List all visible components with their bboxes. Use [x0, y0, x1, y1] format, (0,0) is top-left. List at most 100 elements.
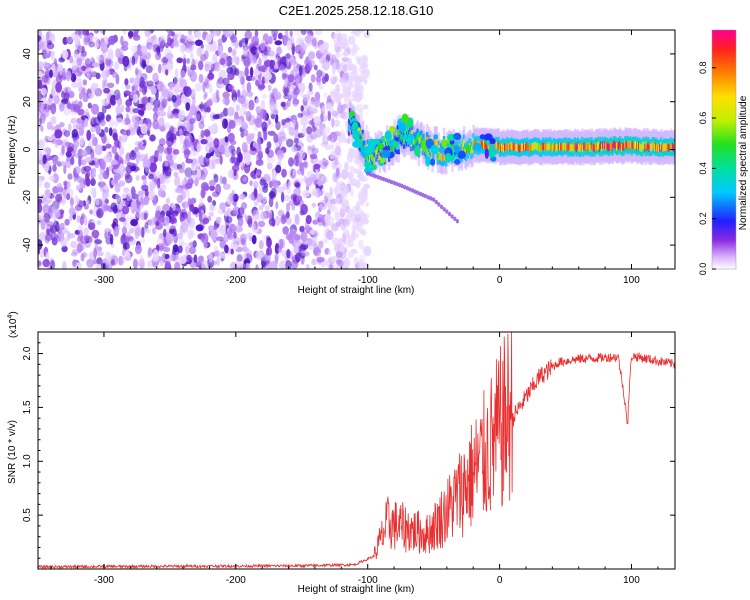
noise-blob [159, 40, 164, 53]
noise-blob [218, 51, 224, 58]
noise-blob [257, 84, 266, 90]
signal-blob [382, 149, 391, 158]
noise-blob [302, 192, 308, 199]
noise-blob [164, 260, 171, 269]
noise-blob [253, 213, 261, 222]
noise-blob [73, 166, 81, 175]
noise-blob [38, 61, 44, 72]
noise-blob [125, 252, 131, 258]
noise-blob [63, 164, 67, 175]
noise-blob [55, 74, 63, 84]
noise-blob [329, 186, 333, 196]
noise-blob [240, 76, 245, 85]
noise-blob [360, 192, 368, 203]
noise-blob [60, 161, 66, 167]
noise-blob [162, 203, 171, 215]
noise-blob [94, 203, 101, 209]
noise-blob [151, 216, 158, 224]
noise-blob [100, 160, 106, 171]
noise-blob [157, 187, 163, 198]
noise-blob [102, 99, 109, 107]
noise-blob [170, 213, 175, 225]
noise-blob [126, 215, 134, 222]
signal-blob [384, 130, 392, 141]
noise-blob [357, 103, 364, 113]
noise-blob [243, 152, 251, 164]
noise-blob [365, 202, 370, 207]
noise-blob [99, 119, 106, 127]
noise-blob [236, 89, 241, 98]
noise-blob [78, 86, 87, 95]
noise-blob [88, 92, 92, 99]
noise-blob [157, 144, 164, 154]
noise-blob [172, 203, 176, 211]
noise-blob [249, 55, 257, 65]
secondary-trace-dot [437, 202, 441, 207]
noise-blob [211, 158, 216, 170]
noise-blob [187, 210, 191, 218]
noise-blob [105, 237, 112, 245]
noise-blob [277, 32, 283, 40]
noise-blob [144, 30, 151, 38]
noise-blob [292, 119, 297, 127]
noise-blob [208, 225, 214, 232]
noise-blob [161, 98, 168, 108]
noise-blob [271, 30, 278, 39]
noise-blob [40, 218, 46, 231]
noise-blob [333, 131, 341, 137]
noise-blob [164, 160, 169, 167]
noise-blob [112, 132, 118, 141]
signal-blob [351, 122, 357, 131]
noise-blob [332, 62, 336, 71]
signal-blob [430, 158, 436, 166]
signal-blob [479, 134, 486, 140]
noise-blob [187, 30, 193, 36]
noise-blob [107, 231, 111, 238]
noise-blob [171, 94, 177, 103]
noise-blob [175, 187, 184, 194]
noise-blob [344, 87, 351, 94]
noise-blob [243, 47, 248, 57]
noise-blob [253, 220, 258, 230]
noise-blob [294, 182, 300, 188]
noise-blob [296, 195, 301, 203]
noise-blob [200, 139, 208, 145]
noise-blob [162, 246, 171, 253]
noise-blob [64, 86, 72, 94]
noise-blob [299, 42, 307, 53]
noise-blob [123, 187, 130, 194]
noise-blob [164, 253, 170, 260]
noise-blob [255, 79, 260, 87]
noise-blob [173, 149, 180, 155]
noise-blob [280, 191, 285, 203]
noise-blob [255, 168, 261, 177]
noise-blob [235, 119, 243, 126]
noise-blob [118, 180, 125, 187]
noise-blob [194, 161, 200, 171]
noise-blob [239, 205, 244, 217]
noise-blob [138, 76, 145, 88]
noise-blob [158, 117, 165, 128]
noise-blob [66, 37, 73, 44]
noise-blob [51, 63, 56, 73]
noise-blob [72, 103, 80, 113]
noise-blob [136, 50, 143, 55]
noise-blob [91, 229, 100, 239]
noise-blob [267, 162, 273, 170]
noise-blob [81, 252, 88, 258]
noise-blob [83, 227, 89, 237]
noise-blob [325, 259, 330, 267]
noise-blob [315, 171, 320, 179]
noise-blob [302, 115, 308, 127]
noise-blob [160, 204, 164, 212]
noise-blob [202, 217, 210, 225]
noise-blob [265, 147, 270, 155]
noise-blob [109, 94, 117, 106]
noise-blob [360, 229, 366, 236]
noise-blob [122, 55, 130, 67]
noise-blob [143, 178, 147, 185]
noise-blob [290, 159, 294, 167]
noise-blob [54, 208, 61, 218]
noise-blob [260, 42, 266, 51]
